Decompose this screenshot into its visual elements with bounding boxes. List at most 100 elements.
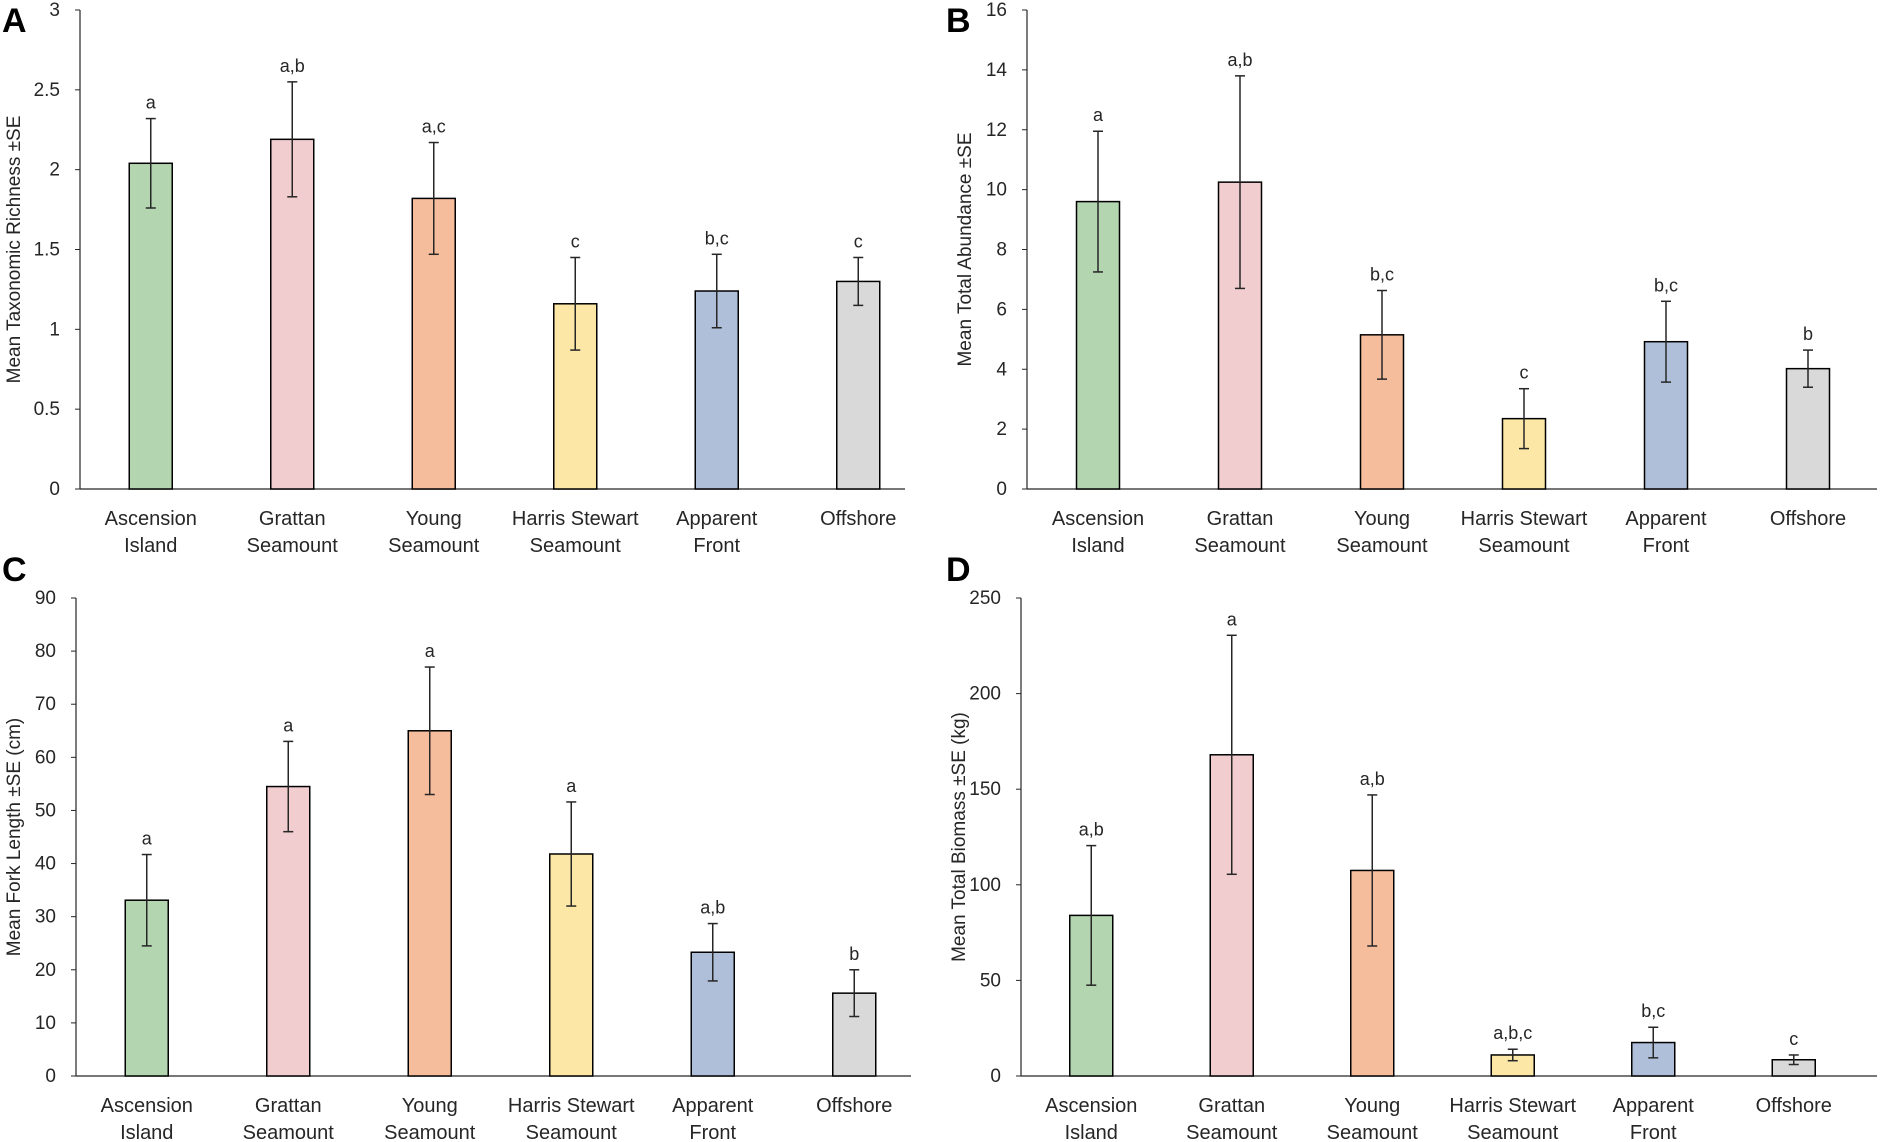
category-label-line2: Seamount	[1336, 535, 1428, 557]
category-label-line2: Front	[1643, 535, 1690, 557]
category-label-line2: Island	[1071, 535, 1124, 557]
significance-label: c	[854, 231, 863, 251]
category-label-line1: Ascension	[105, 508, 197, 530]
y-tick-label: 3	[49, 0, 60, 21]
panel-letter: A	[2, 2, 27, 40]
y-tick-label: 1.5	[34, 240, 60, 261]
significance-label: a,b	[1360, 769, 1385, 789]
category-label-line2: Island	[124, 535, 177, 557]
y-tick-label: 8	[996, 240, 1007, 261]
significance-label: a,b	[280, 56, 305, 76]
significance-label: b,c	[1641, 1001, 1665, 1021]
category-label-line2: Seamount	[1327, 1122, 1419, 1142]
category-label-line2: Seamount	[384, 1122, 476, 1142]
y-tick-label: 0	[45, 1066, 56, 1087]
y-axis-title: Mean Total Abundance ±SE	[955, 132, 976, 366]
y-tick-label: 16	[986, 0, 1007, 21]
significance-label: c	[1520, 363, 1529, 383]
significance-label: a	[142, 829, 153, 849]
y-tick-label: 80	[35, 641, 56, 662]
significance-label: a	[283, 715, 294, 735]
category-label-line1: Offshore	[820, 508, 896, 530]
category-label-line1: Offshore	[1756, 1095, 1832, 1117]
significance-label: a	[146, 93, 157, 113]
category-label-line1: Ascension	[1045, 1095, 1137, 1117]
y-tick-label: 2	[996, 419, 1007, 440]
y-tick-label: 1	[49, 319, 60, 340]
category-label-line1: Apparent	[1625, 508, 1707, 530]
category-label-line1: Grattan	[1198, 1095, 1265, 1117]
category-label-line1: Apparent	[676, 508, 758, 530]
y-axis-title: Mean Total Biomass ±SE (kg)	[949, 712, 970, 962]
panel-b: B Mean Total Abundance ±SE 0 2 4 6 8 10 12 14 16 a A…	[946, 0, 1877, 557]
category-label-line1: Young	[1354, 508, 1410, 530]
category-label-line2: Seamount	[1194, 535, 1286, 557]
category-label-line1: Grattan	[255, 1095, 322, 1117]
significance-label: b,c	[1370, 265, 1394, 285]
y-tick-label: 6	[996, 299, 1007, 320]
category-label-line2: Seamount	[247, 535, 339, 557]
category-label-line2: Seamount	[526, 1122, 618, 1142]
y-tick-label: 10	[986, 180, 1007, 201]
significance-label: a	[566, 776, 577, 796]
y-tick-label: 50	[35, 800, 56, 821]
y-tick-label: 70	[35, 694, 56, 715]
y-axis-title: Mean Fork Length ±SE (cm)	[4, 718, 25, 957]
y-tick-label: 14	[986, 60, 1008, 81]
bar	[836, 280, 881, 490]
y-tick-label: 0	[990, 1066, 1001, 1087]
significance-label: a	[1227, 609, 1238, 629]
y-axis-title: Mean Taxonomic Richness ±SE	[4, 116, 25, 384]
panel-c: C Mean Fork Length ±SE (cm) 0 10 20 30 40 50 60 7…	[2, 551, 911, 1142]
y-tick-label: 0.5	[34, 399, 60, 420]
y-tick-label: 2	[49, 160, 60, 181]
significance-label: a	[1093, 105, 1104, 125]
category-label-line2: Seamount	[388, 535, 480, 557]
panel-letter: D	[946, 551, 971, 589]
y-tick-label: 100	[969, 875, 1001, 896]
y-tick-label: 40	[35, 854, 56, 875]
y-tick-label: 50	[980, 970, 1001, 991]
panel-letter: B	[946, 2, 971, 40]
y-tick-label: 30	[35, 907, 56, 928]
category-label-line1: Harris Stewart	[508, 1095, 635, 1117]
category-label-line1: Ascension	[1052, 508, 1144, 530]
significance-label: b,c	[705, 228, 729, 248]
category-label-line1: Harris Stewart	[512, 508, 639, 530]
category-label-line1: Offshore	[816, 1095, 892, 1117]
y-tick-label: 0	[49, 479, 60, 500]
significance-label: a,b	[700, 898, 725, 918]
significance-label: a	[425, 641, 436, 661]
category-label-line2: Seamount	[243, 1122, 335, 1142]
significance-label: a,b,c	[1493, 1023, 1532, 1043]
y-tick-label: 0	[996, 479, 1007, 500]
y-tick-label: 4	[996, 359, 1007, 380]
y-tick-label: 250	[969, 588, 1001, 609]
y-tick-label: 10	[35, 1013, 56, 1034]
significance-label: a,b	[1079, 820, 1104, 840]
category-label-line2: Seamount	[530, 535, 622, 557]
category-label-line1: Young	[406, 508, 462, 530]
bar	[270, 138, 315, 490]
category-label-line1: Harris Stewart	[1461, 508, 1588, 530]
significance-label: a,c	[422, 117, 446, 137]
category-label-line2: Island	[120, 1122, 173, 1142]
panel-d: D Mean Total Biomass ±SE (kg) 0 50 100 150 200…	[946, 551, 1877, 1142]
y-tick-label: 150	[969, 779, 1001, 800]
y-tick-label: 60	[35, 747, 56, 768]
category-label-line1: Offshore	[1770, 508, 1846, 530]
category-label-line1: Grattan	[1207, 508, 1274, 530]
significance-label: a,b	[1227, 50, 1252, 70]
category-label-line1: Young	[1344, 1095, 1400, 1117]
category-label-line1: Young	[402, 1095, 458, 1117]
category-label-line2: Front	[693, 535, 740, 557]
category-label-line2: Seamount	[1478, 535, 1570, 557]
category-label-line2: Front	[689, 1122, 736, 1142]
bar	[128, 162, 173, 490]
significance-label: b,c	[1654, 275, 1678, 295]
category-label-line2: Front	[1630, 1122, 1677, 1142]
category-label-line1: Grattan	[259, 508, 326, 530]
panel-a: A Mean Taxonomic Richness ±SE 0 0.5 1 1.5 2 2.5…	[2, 0, 905, 557]
y-tick-label: 20	[35, 960, 56, 981]
